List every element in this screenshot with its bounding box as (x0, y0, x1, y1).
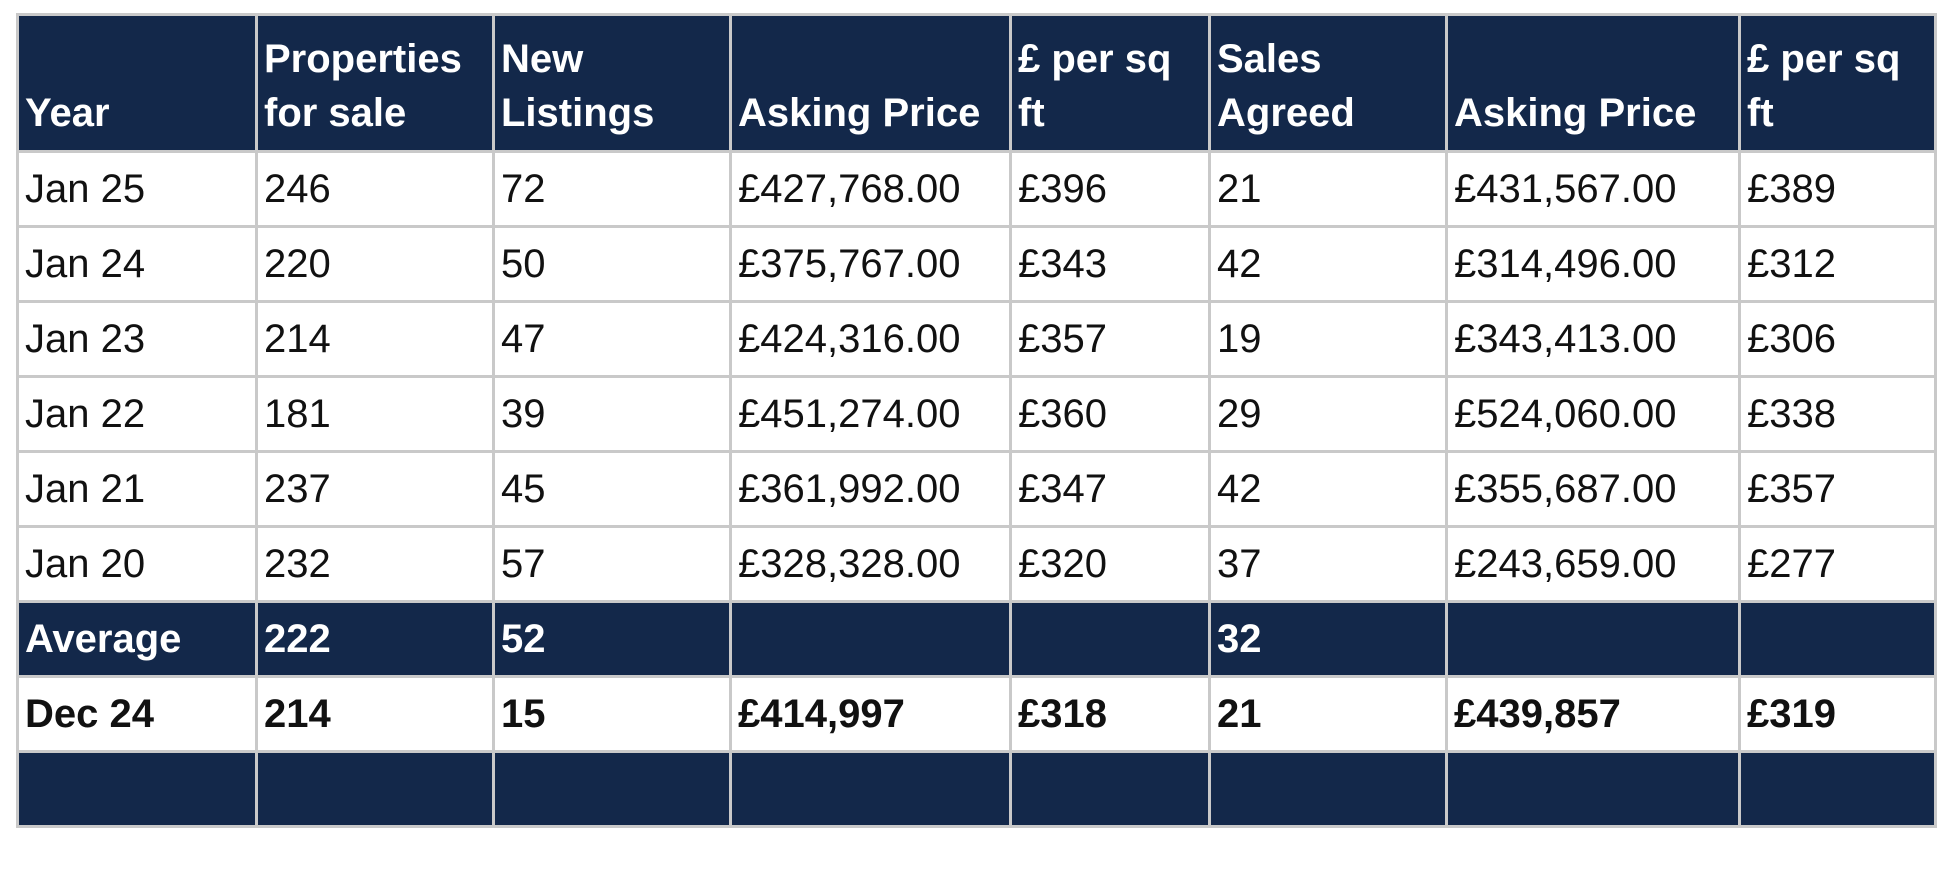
table-row: Jan 22 181 39 £451,274.00 £360 29 £524,0… (16, 375, 1937, 453)
property-stats-table: Year Properties for sale New Listings As… (16, 13, 1937, 828)
cell-new-listings: 57 (492, 525, 732, 603)
header-price-per-sq-ft: £ per sq ft (1009, 13, 1211, 153)
dec-sales-asking-price: £439,857 (1445, 675, 1741, 753)
cell-sales-agreed: 19 (1208, 300, 1448, 378)
table-row: Jan 24 220 50 £375,767.00 £343 42 £314,4… (16, 225, 1937, 303)
cell-sales-agreed: 21 (1208, 150, 1448, 228)
table-row: Jan 21 237 45 £361,992.00 £347 42 £355,6… (16, 450, 1937, 528)
cell-sales-price-per-sq-ft: £312 (1738, 225, 1937, 303)
cell-sales-asking-price: £343,413.00 (1445, 300, 1741, 378)
dec-asking-price: £414,997 (729, 675, 1012, 753)
cell-sales-agreed: 42 (1208, 225, 1448, 303)
dec-sales-agreed: 21 (1208, 675, 1448, 753)
cell-properties-for-sale: 237 (255, 450, 495, 528)
cell-sales-agreed: 42 (1208, 450, 1448, 528)
table-row: Jan 25 246 72 £427,768.00 £396 21 £431,5… (16, 150, 1937, 228)
cell-sales-asking-price: £243,659.00 (1445, 525, 1741, 603)
cell-price-per-sq-ft: £396 (1009, 150, 1211, 228)
cell-sales-price-per-sq-ft: £338 (1738, 375, 1937, 453)
cell-sales-asking-price: £524,060.00 (1445, 375, 1741, 453)
cell-price-per-sq-ft: £320 (1009, 525, 1211, 603)
cell-year: Jan 23 (16, 300, 258, 378)
average-label: Average (16, 600, 258, 678)
cell-asking-price: £361,992.00 (729, 450, 1012, 528)
header-new-listings: New Listings (492, 13, 732, 153)
cell-asking-price: £375,767.00 (729, 225, 1012, 303)
empty-cell (255, 750, 495, 828)
cell-new-listings: 45 (492, 450, 732, 528)
empty-cell (1445, 750, 1741, 828)
header-row: Year Properties for sale New Listings As… (16, 13, 1937, 153)
average-price-per-sq-ft (1009, 600, 1211, 678)
cell-sales-asking-price: £314,496.00 (1445, 225, 1741, 303)
cell-price-per-sq-ft: £347 (1009, 450, 1211, 528)
dec-24-row: Dec 24 214 15 £414,997 £318 21 £439,857 … (16, 675, 1937, 753)
empty-footer-row (16, 750, 1937, 828)
cell-sales-agreed: 29 (1208, 375, 1448, 453)
cell-price-per-sq-ft: £343 (1009, 225, 1211, 303)
empty-cell (1009, 750, 1211, 828)
average-new-listings: 52 (492, 600, 732, 678)
cell-properties-for-sale: 220 (255, 225, 495, 303)
cell-sales-price-per-sq-ft: £306 (1738, 300, 1937, 378)
cell-properties-for-sale: 181 (255, 375, 495, 453)
cell-new-listings: 39 (492, 375, 732, 453)
average-properties-for-sale: 222 (255, 600, 495, 678)
cell-sales-asking-price: £355,687.00 (1445, 450, 1741, 528)
cell-year: Jan 25 (16, 150, 258, 228)
cell-properties-for-sale: 232 (255, 525, 495, 603)
cell-sales-price-per-sq-ft: £357 (1738, 450, 1937, 528)
cell-properties-for-sale: 214 (255, 300, 495, 378)
average-row: Average 222 52 32 (16, 600, 1937, 678)
cell-sales-price-per-sq-ft: £277 (1738, 525, 1937, 603)
cell-sales-price-per-sq-ft: £389 (1738, 150, 1937, 228)
cell-properties-for-sale: 246 (255, 150, 495, 228)
cell-sales-asking-price: £431,567.00 (1445, 150, 1741, 228)
header-sales-price-per-sq-ft: £ per sq ft (1738, 13, 1937, 153)
empty-cell (1738, 750, 1937, 828)
header-sales-asking-price: Asking Price (1445, 13, 1741, 153)
cell-asking-price: £424,316.00 (729, 300, 1012, 378)
average-sales-price-per-sq-ft (1738, 600, 1937, 678)
table-row: Jan 20 232 57 £328,328.00 £320 37 £243,6… (16, 525, 1937, 603)
empty-cell (729, 750, 1012, 828)
cell-year: Jan 22 (16, 375, 258, 453)
dec-year: Dec 24 (16, 675, 258, 753)
cell-new-listings: 50 (492, 225, 732, 303)
cell-asking-price: £451,274.00 (729, 375, 1012, 453)
dec-new-listings: 15 (492, 675, 732, 753)
cell-asking-price: £328,328.00 (729, 525, 1012, 603)
dec-properties-for-sale: 214 (255, 675, 495, 753)
cell-new-listings: 72 (492, 150, 732, 228)
average-sales-asking-price (1445, 600, 1741, 678)
dec-price-per-sq-ft: £318 (1009, 675, 1211, 753)
empty-cell (492, 750, 732, 828)
header-asking-price: Asking Price (729, 13, 1012, 153)
header-properties-for-sale: Properties for sale (255, 13, 495, 153)
cell-year: Jan 20 (16, 525, 258, 603)
cell-price-per-sq-ft: £360 (1009, 375, 1211, 453)
cell-sales-agreed: 37 (1208, 525, 1448, 603)
cell-year: Jan 24 (16, 225, 258, 303)
header-sales-agreed: Sales Agreed (1208, 13, 1448, 153)
cell-asking-price: £427,768.00 (729, 150, 1012, 228)
cell-year: Jan 21 (16, 450, 258, 528)
dec-sales-price-per-sq-ft: £319 (1738, 675, 1937, 753)
average-sales-agreed: 32 (1208, 600, 1448, 678)
average-asking-price (729, 600, 1012, 678)
cell-price-per-sq-ft: £357 (1009, 300, 1211, 378)
table-row: Jan 23 214 47 £424,316.00 £357 19 £343,4… (16, 300, 1937, 378)
empty-cell (16, 750, 258, 828)
header-year: Year (16, 13, 258, 153)
cell-new-listings: 47 (492, 300, 732, 378)
empty-cell (1208, 750, 1448, 828)
